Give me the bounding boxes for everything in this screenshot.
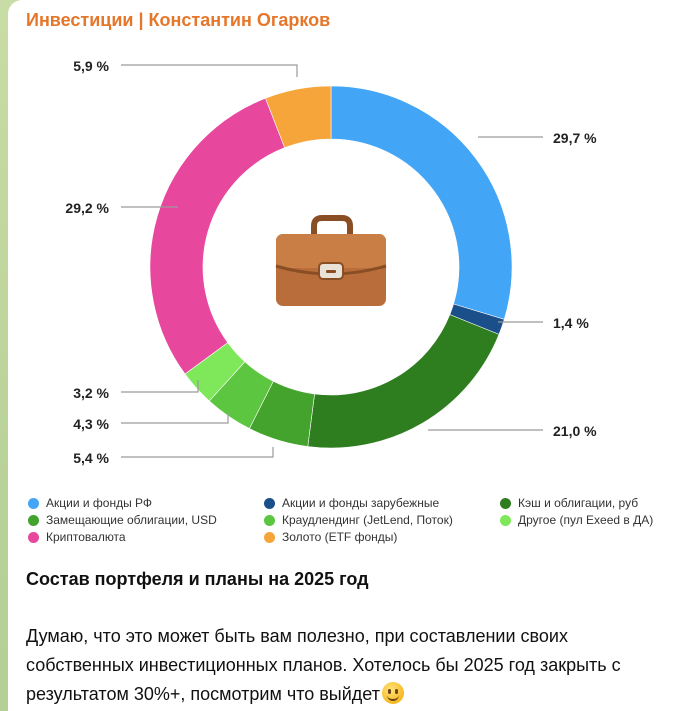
- slice-value-label: 1,4 %: [553, 315, 589, 331]
- slice-value-label: 21,0 %: [553, 423, 597, 439]
- post-title: Состав портфеля и планы на 2025 год: [26, 569, 369, 589]
- slice-value-label: 5,9 %: [73, 58, 109, 74]
- legend-swatch: [28, 531, 39, 543]
- leader-line: [121, 412, 229, 424]
- legend-swatch: [500, 514, 511, 526]
- leader-line: [121, 447, 274, 458]
- legend-item: Золото (ETF фонды): [264, 530, 397, 544]
- legend-swatch: [264, 531, 275, 543]
- legend-swatch: [500, 497, 511, 509]
- slice-value-label: 3,2 %: [73, 385, 109, 401]
- message-bubble: Инвестиции | Константин Огарков 29,7 % 1,…: [8, 0, 673, 711]
- legend-item: Криптовалюта: [28, 530, 126, 544]
- chart-legend: Акции и фонды РФ Акции и фонды зарубежные…: [28, 496, 668, 546]
- leader-line: [121, 380, 199, 393]
- legend-swatch: [264, 514, 275, 526]
- legend-label: Краудлендинг (JetLend, Поток): [282, 513, 453, 527]
- smiling-face-emoji: [381, 682, 404, 704]
- briefcase-icon: [275, 215, 387, 306]
- legend-label: Замещающие облигации, USD: [46, 513, 217, 527]
- slice-value-label: 4,3 %: [73, 416, 109, 432]
- legend-item: Акции и фонды зарубежные: [264, 496, 439, 510]
- legend-label: Кэш и облигации, руб: [518, 496, 639, 510]
- legend-swatch: [28, 497, 39, 509]
- legend-item: Кэш и облигации, руб: [500, 496, 638, 510]
- legend-label: Криптовалюта: [46, 530, 126, 544]
- portfolio-donut-chart: 29,7 % 1,4 % 21,0 % 5,4 % 4,3 % 3,2 % 29,2 % 5,…: [65, 58, 597, 466]
- post-body: Думаю, что это может быть вам полезно, п…: [26, 626, 621, 704]
- legend-item: Акции и фонды РФ: [28, 496, 152, 510]
- slice-value-label: 29,2 %: [65, 200, 109, 216]
- channel-name[interactable]: Инвестиции | Константин Огарков: [26, 10, 331, 30]
- legend-label: Золото (ETF фонды): [282, 530, 398, 544]
- legend-item: Другое (пул Exeed в ДА): [500, 513, 653, 527]
- legend-label: Акции и фонды зарубежные: [282, 496, 440, 510]
- slice-value-label: 5,4 %: [73, 450, 109, 466]
- donut-slice: [265, 85, 332, 149]
- donut-slice: [149, 97, 286, 375]
- legend-label: Другое (пул Exeed в ДА): [518, 513, 654, 527]
- slice-value-label: 29,7 %: [553, 130, 597, 146]
- donut-slice: [307, 314, 500, 449]
- legend-item: Краудлендинг (JetLend, Поток): [264, 513, 453, 527]
- legend-item: Замещающие облигации, USD: [28, 513, 217, 527]
- post-text: Думаю, что это может быть вам полезно, п…: [26, 622, 666, 709]
- legend-label: Акции и фонды РФ: [46, 496, 153, 510]
- legend-swatch: [28, 514, 39, 526]
- leader-line: [121, 64, 298, 77]
- legend-swatch: [264, 497, 275, 509]
- donut-slice: [330, 85, 513, 320]
